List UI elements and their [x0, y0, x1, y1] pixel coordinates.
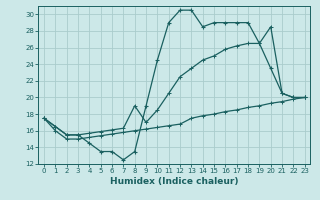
X-axis label: Humidex (Indice chaleur): Humidex (Indice chaleur) [110, 177, 239, 186]
